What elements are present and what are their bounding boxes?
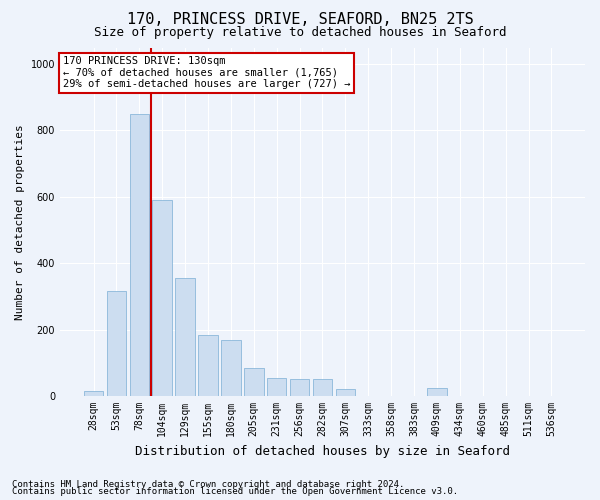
Bar	[152, 200, 172, 396]
Text: 170 PRINCESS DRIVE: 130sqm
← 70% of detached houses are smaller (1,765)
29% of s: 170 PRINCESS DRIVE: 130sqm ← 70% of deta…	[62, 56, 350, 90]
Text: Contains public sector information licensed under the Open Government Licence v3: Contains public sector information licen…	[12, 487, 458, 496]
Bar	[84, 391, 103, 396]
Bar	[130, 114, 149, 396]
Bar	[221, 340, 241, 396]
Bar	[198, 334, 218, 396]
Bar	[175, 278, 195, 396]
Bar	[427, 388, 446, 396]
X-axis label: Distribution of detached houses by size in Seaford: Distribution of detached houses by size …	[135, 444, 510, 458]
Y-axis label: Number of detached properties: Number of detached properties	[15, 124, 25, 320]
Bar	[267, 378, 286, 396]
Bar	[313, 380, 332, 396]
Text: Size of property relative to detached houses in Seaford: Size of property relative to detached ho…	[94, 26, 506, 39]
Bar	[107, 292, 126, 396]
Text: Contains HM Land Registry data © Crown copyright and database right 2024.: Contains HM Land Registry data © Crown c…	[12, 480, 404, 489]
Bar	[335, 390, 355, 396]
Text: 170, PRINCESS DRIVE, SEAFORD, BN25 2TS: 170, PRINCESS DRIVE, SEAFORD, BN25 2TS	[127, 12, 473, 28]
Bar	[290, 380, 309, 396]
Bar	[244, 368, 263, 396]
